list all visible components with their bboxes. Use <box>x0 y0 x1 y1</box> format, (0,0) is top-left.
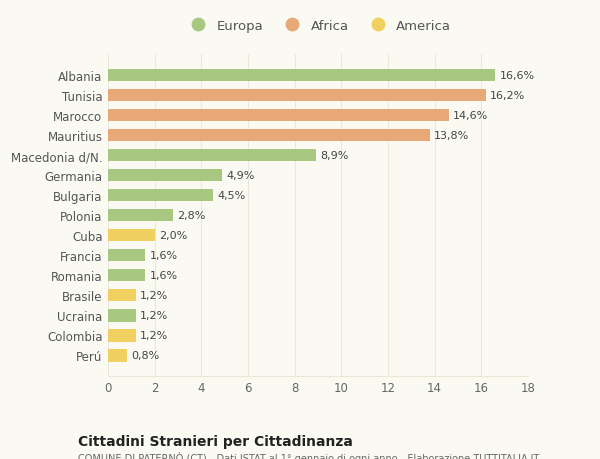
Legend: Europa, Africa, America: Europa, Africa, America <box>185 20 451 33</box>
Text: 1,2%: 1,2% <box>140 330 169 341</box>
Text: Cittadini Stranieri per Cittadinanza: Cittadini Stranieri per Cittadinanza <box>78 434 353 448</box>
Bar <box>108 269 145 282</box>
Bar <box>108 250 145 262</box>
Bar <box>108 210 173 222</box>
Text: 16,6%: 16,6% <box>500 71 535 81</box>
Text: 2,8%: 2,8% <box>178 211 206 221</box>
Bar <box>108 169 223 182</box>
Bar <box>108 290 136 302</box>
Bar <box>108 90 486 102</box>
Text: COMUNE DI PATERNÒ (CT) - Dati ISTAT al 1° gennaio di ogni anno - Elaborazione TU: COMUNE DI PATERNÒ (CT) - Dati ISTAT al 1… <box>78 451 539 459</box>
Bar <box>108 309 136 322</box>
Text: 4,9%: 4,9% <box>227 171 255 181</box>
Text: 13,8%: 13,8% <box>434 131 469 141</box>
Bar <box>108 150 316 162</box>
Bar <box>108 70 496 82</box>
Bar <box>108 110 449 122</box>
Bar <box>108 230 155 242</box>
Text: 1,6%: 1,6% <box>149 271 178 280</box>
Bar <box>108 330 136 342</box>
Text: 1,2%: 1,2% <box>140 311 169 321</box>
Text: 8,9%: 8,9% <box>320 151 348 161</box>
Text: 1,2%: 1,2% <box>140 291 169 301</box>
Text: 2,0%: 2,0% <box>159 231 187 241</box>
Text: 0,8%: 0,8% <box>131 351 159 361</box>
Text: 4,5%: 4,5% <box>217 191 245 201</box>
Text: 1,6%: 1,6% <box>149 251 178 261</box>
Bar <box>108 349 127 362</box>
Bar <box>108 129 430 142</box>
Text: 14,6%: 14,6% <box>453 111 488 121</box>
Text: 16,2%: 16,2% <box>490 91 526 101</box>
Bar <box>108 190 213 202</box>
